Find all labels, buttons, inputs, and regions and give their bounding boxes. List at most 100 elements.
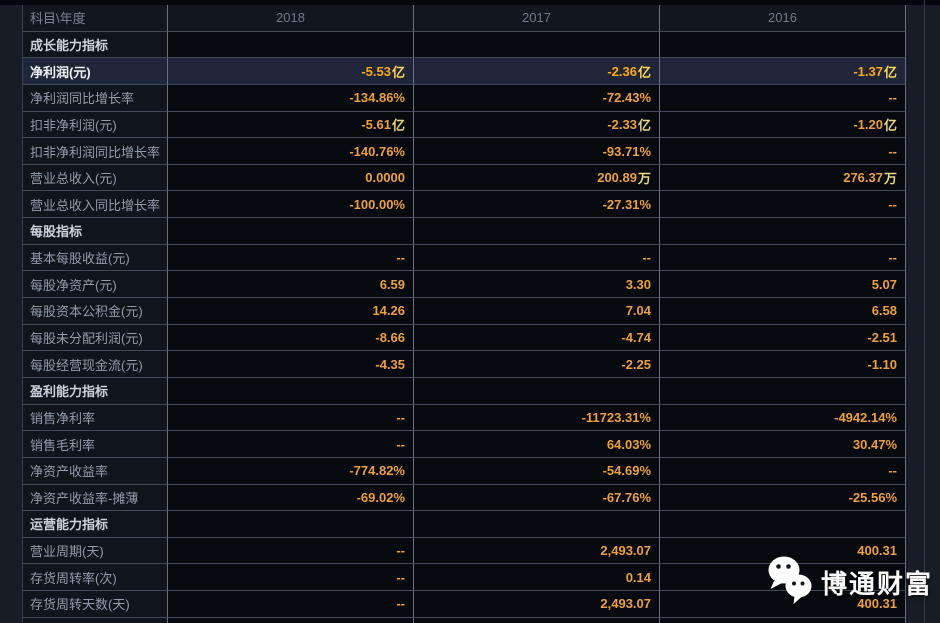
table-row[interactable]: 净资产收益率-摊薄 -69.02% -67.76% -25.56% [23,484,907,512]
sliver-label-cell [23,618,168,623]
table-row[interactable]: 扣非净利润同比增长率 -140.76% -93.71% -- [23,138,907,165]
value-cell-2016: -1.37 亿 [660,58,906,85]
value-cell-2018 [168,377,414,405]
table-row[interactable]: 扣非净利润(元) -5.61 亿 -2.33 亿 -1.20 亿 [23,111,907,139]
value-number: -2.36 [607,63,637,79]
row-label: 营业周期(天) [23,537,168,565]
value-cell-2017: -27.31% [414,191,660,219]
value-cell-2018: -- [168,537,414,565]
table-row[interactable]: 净利润同比增长率 -134.86% -72.43% -- [23,84,907,112]
value-number: -1.37 [853,63,883,79]
value-cell-2018: -- [168,404,414,432]
value-cell-2017: -11723.31% [414,404,660,432]
value-unit: 亿 [391,117,405,133]
value-cell-2016 [660,564,906,592]
value-unit: 亿 [883,64,897,80]
header-subject-year-label: 科目\年度 [30,11,86,27]
value-cell-2018: -8.66 [168,324,414,352]
table-row[interactable]: 净资产收益率 -774.82% -54.69% -- [23,457,907,485]
value-number: 200.89 [597,170,637,186]
value-cell-2017: -54.69% [414,457,660,485]
value-cell-2016: -2.51 [660,324,906,352]
table-row[interactable]: 销售净利率 -- -11723.31% -4942.14% [23,404,907,432]
value-cell-2017: -67.76% [414,484,660,512]
value-cell-2016: -- [660,191,906,219]
header-year-2016: 2016 [660,5,906,32]
row-label: 每股未分配利润(元) [23,324,168,352]
value-cell-2017: 7.04 [414,298,660,325]
value-unit: 亿 [637,117,651,133]
value-cell-2017: 200.89 万 [414,164,660,192]
value-cell-2017 [414,377,660,405]
value-cell-2016 [660,31,906,59]
value-cell-2016 [660,511,906,538]
section-header-row: 盈利能力指标 [23,377,907,405]
table-header-row: 科目\年度 2018 2017 2016 [23,5,907,32]
value-cell-2017: 2,493.07 [414,537,660,565]
value-cell-2016 [660,218,906,245]
value-cell-2018: 14.26 [168,298,414,325]
value-cell-2018: -774.82% [168,457,414,485]
value-cell-2018: -69.02% [168,484,414,512]
table-row[interactable]: 基本每股收益(元) -- -- -- [23,244,907,272]
value-cell-2017: -72.43% [414,84,660,112]
table-row[interactable]: 每股经营现金流(元) -4.35 -2.25 -1.10 [23,351,907,378]
row-label: 净利润同比增长率 [23,84,168,112]
table-row[interactable]: 净利润(元) -5.53 亿 -2.36 亿 -1.37 亿 [23,58,907,85]
value-cell-2018 [168,511,414,538]
value-cell-2018: 6.59 [168,271,414,299]
table-row[interactable]: 存货周转率(次) -- 0.14 [23,564,907,592]
year-label: 2017 [522,10,551,26]
value-cell-2018: 0.0000 [168,164,414,192]
value-cell-2017: -93.71% [414,138,660,165]
row-label: 净资产收益率-摊薄 [23,484,168,512]
next-row-sliver [22,618,907,623]
row-label: 每股指标 [23,218,168,245]
row-label: 每股净资产(元) [23,271,168,299]
header-subject-year: 科目\年度 [23,5,168,32]
header-year-2017: 2017 [414,5,660,32]
value-number: -5.61 [361,116,391,132]
section-header-row: 运营能力指标 [23,511,907,538]
value-cell-2017: 0.14 [414,564,660,592]
value-cell-2018 [168,218,414,245]
row-label: 盈利能力指标 [23,377,168,405]
value-cell-2016: 6.58 [660,298,906,325]
value-cell-2016: 400.31 [660,591,906,618]
value-number: -5.53 [361,63,391,79]
row-label: 成长能力指标 [23,31,168,59]
table-row[interactable]: 每股净资产(元) 6.59 3.30 5.07 [23,271,907,299]
row-label: 存货周转天数(天) [23,591,168,618]
row-label: 存货周转率(次) [23,564,168,592]
value-cell-2016: -25.56% [660,484,906,512]
row-label: 销售净利率 [23,404,168,432]
table-row[interactable]: 营业总收入(元) 0.0000 200.89 万 276.37 万 [23,164,907,192]
value-cell-2018 [168,31,414,59]
table-row[interactable]: 每股未分配利润(元) -8.66 -4.74 -2.51 [23,324,907,352]
value-unit: 万 [637,171,651,187]
panel-edge-line [924,0,925,623]
table-row[interactable]: 营业总收入同比增长率 -100.00% -27.31% -- [23,191,907,219]
table-row[interactable]: 销售毛利率 -- 64.03% 30.47% [23,431,907,458]
row-label: 销售毛利率 [23,431,168,458]
row-label: 扣非净利润同比增长率 [23,138,168,165]
value-cell-2018: -134.86% [168,84,414,112]
value-unit: 亿 [391,64,405,80]
value-cell-2016: -1.10 [660,351,906,378]
value-cell-2016: -- [660,84,906,112]
table-row[interactable]: 营业周期(天) -- 2,493.07 400.31 [23,537,907,565]
value-cell-2017 [414,31,660,59]
value-cell-2018: -4.35 [168,351,414,378]
value-cell-2018: -100.00% [168,191,414,219]
table-row[interactable]: 每股资本公积金(元) 14.26 7.04 6.58 [23,298,907,325]
value-cell-2017: -2.36 亿 [414,58,660,85]
row-label: 基本每股收益(元) [23,244,168,272]
table-row[interactable]: 存货周转天数(天) -- 2,493.07 400.31 [23,591,907,618]
row-label: 每股资本公积金(元) [23,298,168,325]
year-label: 2016 [768,10,797,26]
value-cell-2016: 400.31 [660,537,906,565]
value-cell-2016: 5.07 [660,271,906,299]
financial-indicators-table: 科目\年度 2018 2017 2016 成长能力指标 净利润(元) -5.53 亿 -… [22,5,907,618]
value-number: -2.33 [607,116,637,132]
value-cell-2017: -2.25 [414,351,660,378]
